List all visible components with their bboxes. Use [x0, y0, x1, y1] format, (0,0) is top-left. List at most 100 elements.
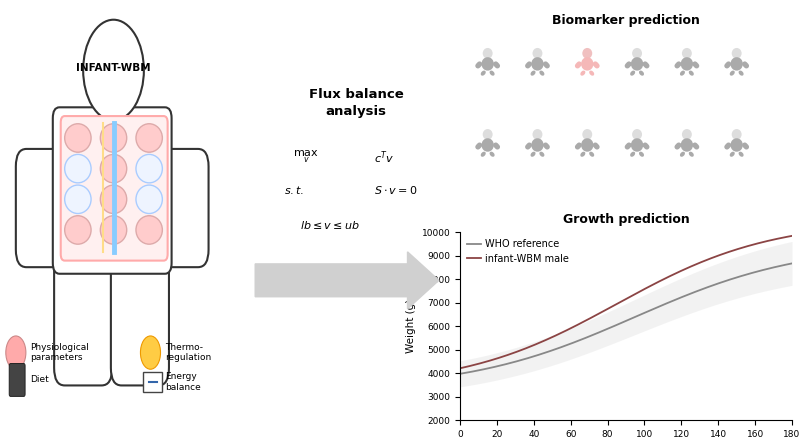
Ellipse shape: [580, 152, 586, 157]
Ellipse shape: [639, 71, 644, 76]
Ellipse shape: [680, 71, 685, 76]
FancyArrowPatch shape: [677, 64, 678, 66]
infant-WBM male: [658, 277, 668, 282]
Circle shape: [482, 129, 493, 140]
Ellipse shape: [631, 57, 643, 71]
WHO reference: [787, 261, 797, 266]
Ellipse shape: [100, 155, 126, 183]
FancyArrow shape: [255, 252, 439, 309]
Ellipse shape: [730, 138, 743, 152]
WHO reference: [735, 274, 745, 279]
Ellipse shape: [481, 71, 486, 76]
Ellipse shape: [136, 185, 162, 214]
Line: WHO reference: WHO reference: [460, 263, 792, 374]
infant-WBM male: [455, 366, 465, 371]
FancyArrowPatch shape: [546, 64, 547, 66]
Ellipse shape: [681, 138, 693, 152]
Ellipse shape: [630, 71, 635, 76]
FancyArrowPatch shape: [745, 145, 746, 147]
Ellipse shape: [65, 185, 91, 214]
Circle shape: [482, 48, 493, 59]
Circle shape: [632, 129, 642, 140]
Text: $s.t.$: $s.t.$: [284, 184, 305, 196]
FancyArrowPatch shape: [627, 145, 629, 147]
Text: INFANT-WBM: INFANT-WBM: [76, 63, 151, 73]
Ellipse shape: [589, 152, 594, 157]
FancyArrowPatch shape: [727, 145, 729, 147]
infant-WBM male: [652, 280, 662, 286]
WHO reference: [455, 371, 465, 376]
WHO reference: [652, 305, 662, 310]
Circle shape: [682, 48, 692, 59]
Ellipse shape: [65, 216, 91, 244]
FancyArrowPatch shape: [645, 64, 647, 66]
Ellipse shape: [530, 152, 535, 157]
WHO reference: [756, 268, 766, 273]
Ellipse shape: [490, 152, 494, 157]
Text: $\max_v$: $\max_v$: [294, 149, 319, 165]
Circle shape: [732, 48, 742, 59]
Ellipse shape: [738, 152, 743, 157]
Ellipse shape: [136, 155, 162, 183]
FancyBboxPatch shape: [16, 149, 71, 267]
Text: Thermo-
regulation: Thermo- regulation: [165, 343, 211, 362]
Ellipse shape: [539, 152, 544, 157]
Ellipse shape: [680, 152, 685, 157]
infant-WBM male: [456, 365, 466, 371]
FancyArrowPatch shape: [478, 145, 479, 147]
Ellipse shape: [631, 138, 643, 152]
Circle shape: [582, 129, 592, 140]
WHO reference: [658, 302, 668, 307]
FancyArrowPatch shape: [695, 145, 697, 147]
Ellipse shape: [730, 57, 743, 71]
Circle shape: [6, 336, 26, 369]
Ellipse shape: [681, 57, 693, 71]
Text: Growth prediction: Growth prediction: [563, 212, 690, 226]
Ellipse shape: [481, 152, 486, 157]
Circle shape: [632, 48, 642, 59]
Ellipse shape: [100, 185, 126, 214]
Text: $c^Tv$: $c^Tv$: [374, 149, 394, 166]
Ellipse shape: [738, 71, 743, 76]
Ellipse shape: [630, 152, 635, 157]
FancyArrowPatch shape: [578, 64, 579, 66]
FancyArrowPatch shape: [695, 64, 697, 66]
WHO reference: [456, 371, 466, 376]
FancyBboxPatch shape: [99, 103, 128, 129]
FancyArrowPatch shape: [677, 145, 678, 147]
FancyArrowPatch shape: [745, 64, 746, 66]
Ellipse shape: [589, 71, 594, 76]
FancyBboxPatch shape: [143, 372, 162, 392]
Ellipse shape: [730, 152, 734, 157]
infant-WBM male: [653, 279, 662, 285]
FancyArrowPatch shape: [595, 64, 597, 66]
Text: $lb \leq v \leq ub$: $lb \leq v \leq ub$: [300, 219, 360, 231]
Text: Physiological
parameters: Physiological parameters: [30, 343, 90, 362]
Circle shape: [533, 48, 542, 59]
FancyArrowPatch shape: [645, 145, 647, 147]
Ellipse shape: [65, 155, 91, 183]
Ellipse shape: [482, 57, 494, 71]
FancyArrowPatch shape: [727, 64, 729, 66]
Ellipse shape: [136, 216, 162, 244]
Ellipse shape: [65, 124, 91, 152]
Ellipse shape: [581, 57, 594, 71]
FancyBboxPatch shape: [153, 149, 209, 267]
Line: infant-WBM male: infant-WBM male: [460, 236, 792, 368]
Circle shape: [582, 48, 592, 59]
Circle shape: [732, 129, 742, 140]
Ellipse shape: [689, 71, 694, 76]
FancyBboxPatch shape: [53, 107, 171, 274]
infant-WBM male: [735, 246, 745, 251]
Ellipse shape: [136, 124, 162, 152]
FancyArrowPatch shape: [627, 64, 629, 66]
Ellipse shape: [530, 71, 535, 76]
infant-WBM male: [787, 233, 797, 239]
Ellipse shape: [639, 152, 644, 157]
FancyBboxPatch shape: [61, 116, 168, 261]
Text: Flux balance
analysis: Flux balance analysis: [309, 88, 403, 117]
FancyArrowPatch shape: [496, 64, 498, 66]
Legend: WHO reference, infant-WBM male: WHO reference, infant-WBM male: [465, 237, 571, 266]
FancyArrowPatch shape: [595, 145, 597, 147]
Ellipse shape: [100, 124, 126, 152]
